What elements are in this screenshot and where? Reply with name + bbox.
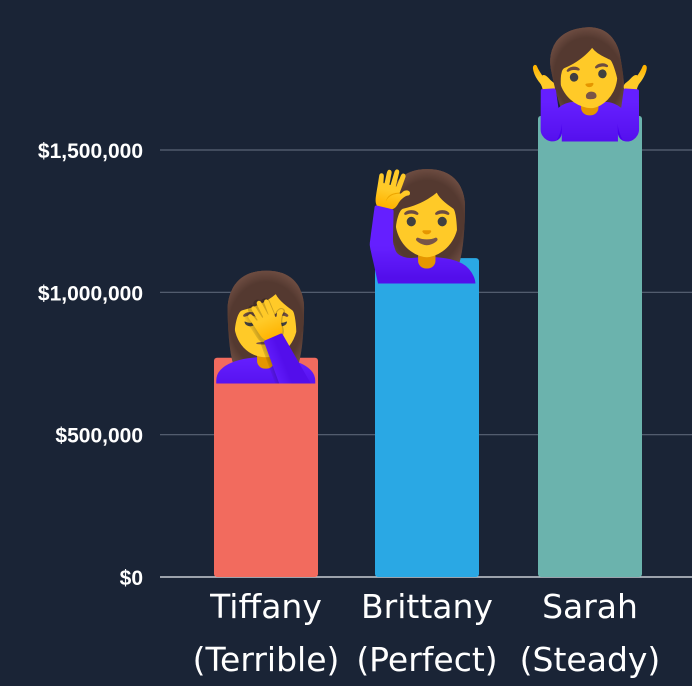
x-tick-label: (Steady) xyxy=(520,640,661,679)
y-tick-label: $0 xyxy=(120,567,143,590)
icon-layer: 🤦‍♀️ 🙋‍♀️ 🤷‍♀️ xyxy=(201,19,655,387)
bar xyxy=(375,258,479,577)
x-tick-label: (Perfect) xyxy=(356,640,497,679)
person-raising-hand-icon: 🙋‍♀️ xyxy=(362,165,492,287)
person-facepalming-icon: 🤦‍♀️ xyxy=(201,265,331,387)
x-tick-label: Brittany xyxy=(361,587,493,626)
x-tick-label: Sarah xyxy=(542,587,638,626)
y-tick-label: $500,000 xyxy=(55,425,143,448)
bar-layer xyxy=(214,115,642,577)
x-tick-label: (Terrible) xyxy=(193,640,340,679)
y-tick-label: $1,000,000 xyxy=(38,282,143,305)
y-axis: $0 $500,000 $1,000,000 $1,500,000 xyxy=(38,140,143,590)
x-axis: Tiffany (Terrible) Brittany (Perfect) Sarah (… xyxy=(193,587,661,679)
y-tick-label: $1,500,000 xyxy=(38,140,143,163)
bar xyxy=(214,357,318,577)
bar xyxy=(538,115,642,577)
x-tick-label: Tiffany xyxy=(209,587,322,626)
person-shrugging-icon: 🤷‍♀️ xyxy=(525,19,655,145)
